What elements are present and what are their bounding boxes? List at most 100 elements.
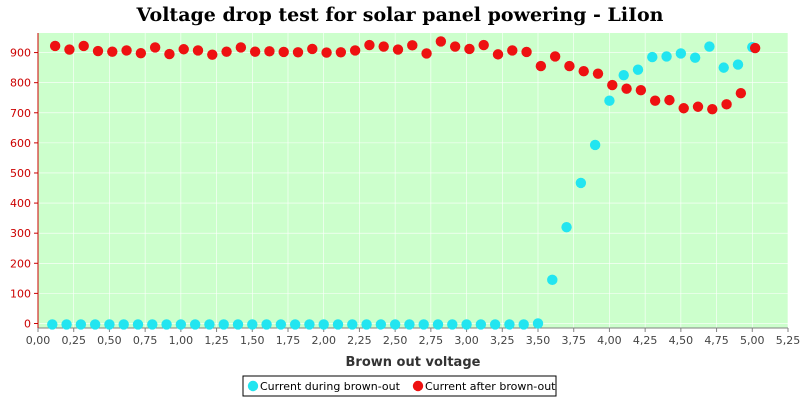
data-point	[435, 36, 447, 47]
data-point	[378, 41, 389, 52]
y-tick-label: 400	[10, 197, 31, 210]
data-point	[289, 319, 301, 330]
data-point	[492, 49, 504, 60]
legend-box	[242, 375, 557, 397]
data-point	[118, 319, 129, 330]
y-tick-label: 300	[10, 227, 31, 240]
grid	[37, 33, 789, 328]
data-point	[78, 40, 89, 52]
data-point	[249, 46, 261, 57]
legend-label: Current during brown-out	[260, 380, 401, 393]
data-point	[64, 44, 75, 55]
x-tick-label: 3,75	[561, 334, 586, 347]
y-tick-label: 100	[10, 287, 31, 300]
data-point	[449, 41, 461, 52]
data-point	[535, 60, 547, 72]
plot-area	[38, 33, 788, 328]
x-tick-label: 1,75	[276, 334, 301, 347]
legend-marker	[412, 380, 424, 392]
data-point	[335, 47, 347, 58]
x-tick-label: 4,50	[669, 334, 694, 347]
data-point	[204, 319, 215, 330]
x-axis-title: Brown out voltage	[346, 355, 481, 370]
data-point	[178, 44, 189, 55]
data-point	[618, 69, 629, 81]
data-point	[218, 319, 229, 330]
data-point	[407, 40, 418, 51]
data-point	[164, 48, 175, 60]
x-tick-label: 1,00	[169, 334, 194, 347]
legend-label: Current after brown-out	[425, 380, 556, 393]
y-tick-label: 800	[10, 77, 31, 90]
data-point	[432, 319, 444, 330]
data-point	[749, 42, 761, 54]
data-point	[647, 51, 658, 63]
data-point	[278, 46, 289, 58]
y-tick-label: 500	[10, 167, 31, 180]
data-point	[464, 43, 475, 55]
x-tick-label: 0,00	[26, 334, 51, 347]
data-point	[607, 79, 618, 91]
data-point	[61, 319, 72, 330]
data-point	[307, 43, 318, 55]
data-point	[261, 319, 272, 330]
data-point	[264, 46, 275, 57]
series-layer	[47, 36, 761, 330]
x-tick-label: 2,75	[419, 334, 444, 347]
data-point	[149, 42, 161, 53]
chart-title: Voltage drop test for solar panel poweri…	[136, 4, 664, 26]
data-point	[192, 45, 204, 56]
data-point	[175, 319, 187, 330]
data-point	[447, 319, 458, 330]
data-point	[361, 319, 372, 330]
data-point	[89, 319, 101, 330]
data-point	[232, 319, 244, 330]
data-point	[661, 51, 672, 62]
data-point	[532, 318, 544, 329]
data-point	[207, 49, 218, 60]
x-tick-label: 5,00	[740, 334, 765, 347]
x-tick-label: 2,50	[383, 334, 408, 347]
x-tick-label: 4,00	[597, 334, 622, 347]
x-tick-label: 0,25	[61, 334, 86, 347]
data-point	[75, 319, 87, 330]
data-point	[635, 84, 647, 96]
data-point	[578, 66, 589, 77]
data-point	[461, 319, 472, 330]
data-point	[564, 60, 575, 72]
data-point	[221, 46, 232, 57]
x-tick-label: 4,75	[704, 334, 729, 347]
x-tick-label: 0,75	[133, 334, 158, 347]
data-point	[318, 319, 329, 330]
y-tick-label: 900	[10, 47, 31, 60]
data-point	[689, 52, 701, 63]
data-point	[621, 83, 632, 94]
data-point	[521, 46, 532, 58]
y-tick-label: 200	[10, 257, 31, 270]
data-point	[421, 48, 432, 59]
data-point	[575, 177, 587, 189]
data-point	[589, 139, 601, 151]
x-axis: 0,00 0,25 0,50 0,75 1,00 1,25 1,50 1,75 2,00 2,25…	[26, 327, 800, 347]
data-point	[721, 99, 732, 110]
series-1	[47, 41, 758, 330]
data-point	[735, 88, 747, 99]
data-point	[107, 46, 118, 57]
legend: Current during brown-out Current after br…	[242, 375, 557, 397]
y-tick-label: 0	[24, 317, 31, 330]
data-point	[692, 101, 704, 112]
data-point	[304, 319, 315, 330]
data-point	[49, 40, 61, 52]
data-point	[718, 62, 729, 73]
data-point	[475, 319, 487, 330]
data-point	[518, 319, 529, 330]
data-point	[104, 319, 115, 330]
data-point	[675, 48, 687, 59]
data-point	[364, 39, 375, 51]
data-point	[478, 39, 489, 51]
data-point	[349, 45, 361, 56]
x-tick-label: 3,50	[526, 334, 551, 347]
data-point	[649, 95, 661, 106]
data-point	[132, 319, 144, 330]
data-point	[292, 47, 304, 58]
